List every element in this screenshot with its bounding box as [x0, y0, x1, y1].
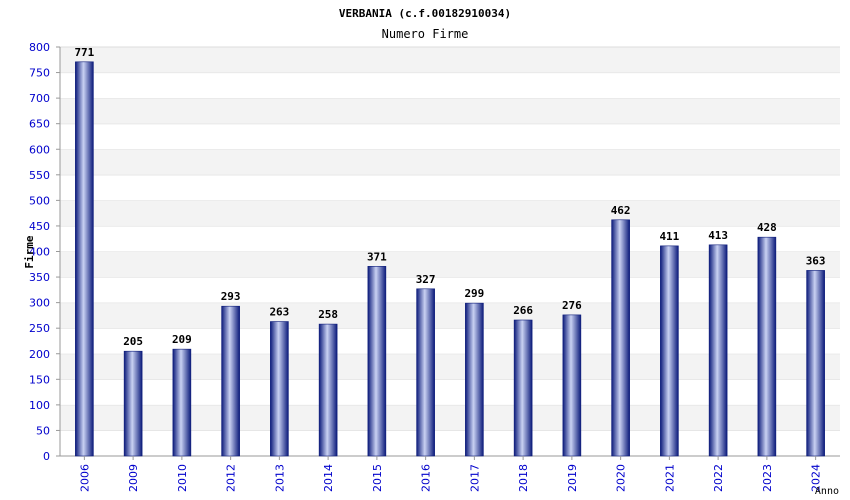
bar-2018 [513, 319, 533, 457]
grid-band [60, 200, 840, 226]
x-tick-label: 2020 [615, 464, 628, 492]
grid-band [60, 47, 840, 73]
bar-2020 [611, 219, 630, 457]
y-tick-label: 450 [29, 220, 50, 233]
data-label: 293 [221, 290, 241, 303]
y-tick-label: 0 [43, 450, 50, 463]
bar-2012 [221, 305, 240, 457]
chart-subtitle: Numero Firme [382, 27, 469, 41]
x-tick-label: 2021 [663, 464, 676, 492]
bar-2019 [562, 314, 582, 457]
y-tick-label: 400 [29, 246, 50, 259]
data-label: 263 [269, 306, 289, 319]
data-label: 327 [416, 273, 436, 286]
grid-band [60, 174, 840, 201]
data-label: 428 [757, 221, 777, 234]
data-label: 266 [513, 304, 533, 317]
bar-2017 [465, 302, 484, 457]
y-tick-label: 150 [29, 373, 50, 386]
y-axis-ticks: 0 50 100 150 200 250 300 350 400 450 500 550 600 650 7… [29, 41, 60, 463]
bar-2024 [806, 270, 825, 457]
x-tick-label: 2015 [371, 464, 384, 492]
y-axis-label: Firme [23, 235, 36, 268]
y-tick-label: 600 [29, 143, 50, 156]
x-axis-label: Anno [815, 486, 839, 497]
x-tick-label: 2024 [810, 464, 823, 492]
x-tick-label: 2023 [761, 464, 774, 492]
y-tick-label: 250 [29, 322, 50, 335]
y-tick-label: 100 [29, 399, 50, 412]
data-label: 209 [172, 333, 192, 346]
data-label: 413 [708, 229, 728, 242]
data-label: 462 [611, 204, 631, 217]
x-tick-label: 2017 [468, 464, 481, 492]
data-label: 276 [562, 299, 582, 312]
bar-2016 [416, 288, 435, 457]
x-tick-label: 2010 [176, 464, 189, 492]
chart-title: VERBANIA (c.f.00182910034) [339, 7, 511, 20]
x-tick-label: 2006 [78, 464, 91, 492]
bar-2009 [123, 350, 143, 457]
x-tick-label: 2009 [127, 464, 140, 492]
grid-band [60, 149, 840, 175]
bar-2014 [318, 323, 338, 457]
x-axis-ticks: 2006 2009 2010 2012 2013 2014 2015 2016 2017 2018… [78, 456, 823, 492]
data-label: 771 [74, 46, 94, 59]
bar-2015 [367, 266, 387, 457]
bar-2006 [75, 61, 94, 457]
y-tick-label: 550 [29, 169, 50, 182]
bar-2023 [757, 236, 777, 457]
bar-2022 [708, 244, 728, 457]
data-label: 258 [318, 308, 338, 321]
y-tick-label: 300 [29, 297, 50, 310]
x-tick-label: 2018 [517, 464, 530, 492]
x-tick-label: 2014 [322, 464, 335, 492]
y-tick-label: 750 [29, 67, 50, 80]
x-tick-label: 2016 [420, 464, 433, 492]
bar-2013 [270, 321, 289, 457]
x-tick-label: 2012 [225, 464, 238, 492]
data-label: 371 [367, 250, 387, 263]
x-tick-label: 2013 [273, 464, 286, 492]
y-tick-label: 50 [36, 424, 50, 437]
x-tick-label: 2019 [566, 464, 579, 492]
data-label: 363 [806, 254, 826, 267]
data-label: 205 [123, 335, 143, 348]
data-label: 411 [659, 230, 679, 243]
bar-2021 [660, 245, 679, 457]
y-tick-label: 350 [29, 271, 50, 284]
y-tick-label: 200 [29, 348, 50, 361]
grid-band [60, 123, 840, 150]
grid-band [60, 72, 840, 99]
y-tick-label: 700 [29, 92, 50, 105]
grid-band [60, 98, 840, 124]
bars: 771 205 209 293 263 258 371 327 299 266 276 462 411 4… [74, 46, 826, 457]
y-tick-label: 500 [29, 194, 50, 207]
x-tick-label: 2022 [712, 464, 725, 492]
y-tick-label: 800 [29, 41, 50, 54]
data-label: 299 [464, 287, 484, 300]
y-tick-label: 650 [29, 118, 50, 131]
bar-2010 [172, 348, 192, 457]
